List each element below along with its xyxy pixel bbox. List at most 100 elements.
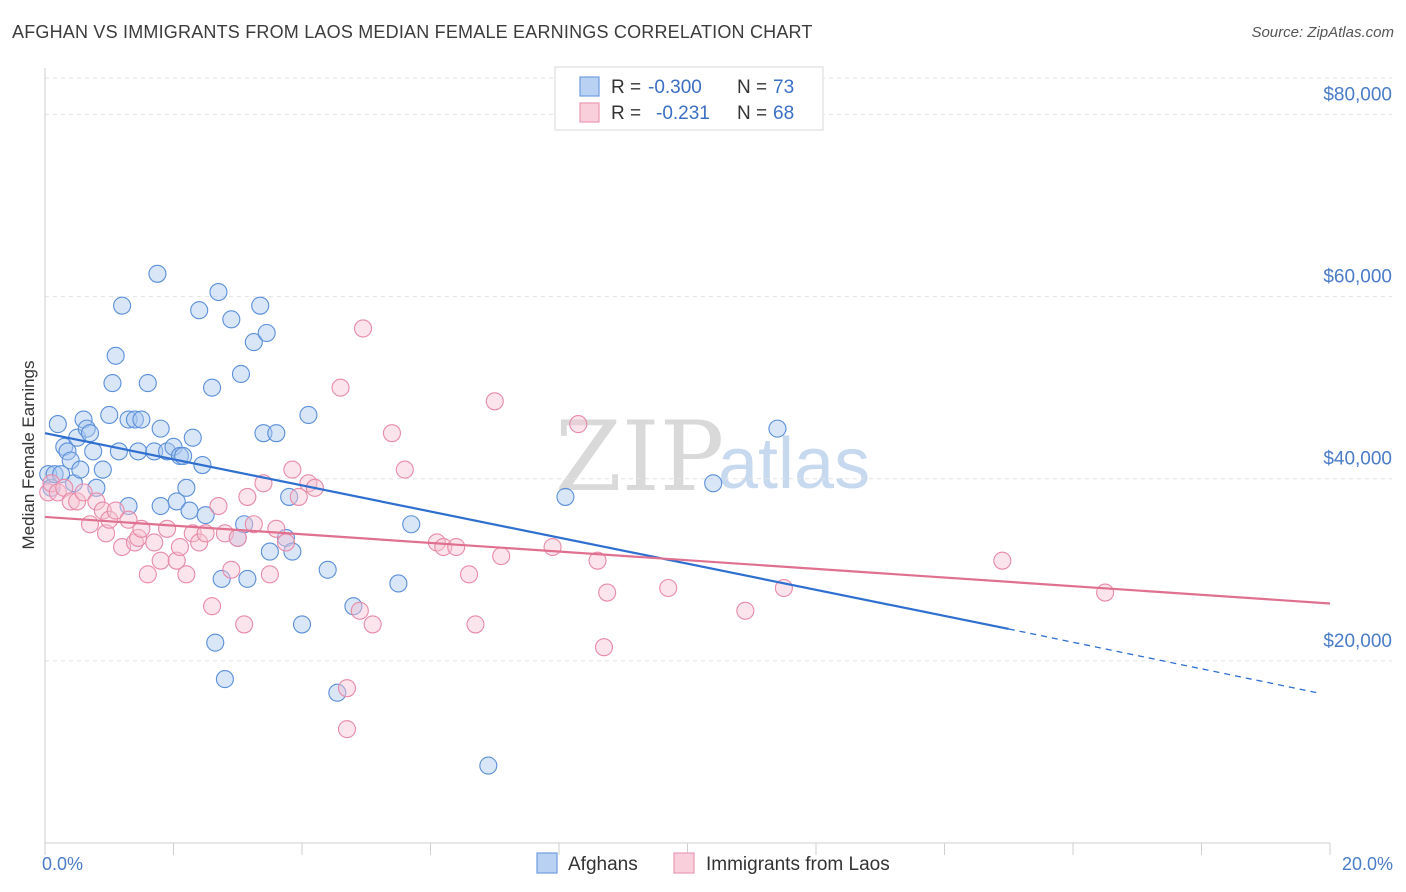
y-tick-labels: $20,000 $40,000 $60,000 $80,000	[1323, 84, 1392, 651]
afghans-point	[177, 478, 196, 497]
laos-point	[170, 537, 189, 557]
afghans-point	[344, 597, 363, 616]
legend-n-value-1: 73	[773, 77, 794, 98]
laos-point	[74, 483, 93, 502]
legend-n-label-2: N =	[737, 103, 767, 124]
laos-point	[203, 597, 222, 616]
afghans-point	[80, 424, 100, 443]
afghans-points	[39, 264, 787, 775]
laos-point	[993, 551, 1012, 570]
afghans-point	[61, 451, 80, 470]
afghans-trend-line	[44, 432, 1009, 631]
laos-point	[353, 319, 373, 338]
legend-r-value-2: -0.231	[656, 103, 710, 124]
afghans-point	[768, 419, 787, 438]
y-axis-label: Median Female Earnings	[19, 361, 38, 550]
laos-point	[151, 551, 170, 570]
watermark-zip: ZIP	[555, 401, 724, 513]
laos-point	[209, 496, 228, 516]
laos-point	[588, 551, 607, 570]
afghans-point	[100, 405, 119, 425]
y-tick-label-3: $80,000	[1323, 84, 1392, 105]
laos-point	[145, 533, 164, 552]
afghans-point	[138, 374, 157, 393]
laos-point	[659, 578, 678, 598]
afghans-point	[318, 560, 337, 579]
afghans-point	[151, 419, 170, 438]
afghans-point	[244, 333, 263, 352]
laos-point	[736, 601, 755, 620]
laos-point	[466, 615, 485, 634]
x-tick-labels: 0.0% 20.0%	[42, 854, 1393, 874]
trend-lines	[44, 432, 1331, 694]
afghans-point	[238, 569, 257, 588]
bottom-legend-label-laos: Immigrants from Laos	[706, 854, 890, 875]
afghans-point	[389, 574, 408, 593]
legend-swatch-laos	[579, 102, 600, 123]
laos-point	[276, 533, 295, 552]
laos-point	[260, 565, 279, 584]
legend-r-value-1: -0.300	[648, 77, 702, 98]
afghans-point	[222, 310, 241, 329]
laos-point	[485, 392, 504, 411]
afghans-point	[231, 364, 251, 384]
laos-point	[331, 378, 350, 397]
laos-point	[183, 524, 202, 543]
afghans-point	[299, 405, 318, 425]
afghans-point	[148, 264, 167, 283]
axes	[44, 68, 1331, 855]
y-tick-label-0: $20,000	[1323, 631, 1392, 652]
afghans-point	[109, 442, 128, 461]
afghans-point	[215, 670, 234, 689]
laos-point	[492, 547, 511, 566]
afghans-point	[71, 460, 90, 479]
laos-point	[337, 679, 357, 698]
afghans-point	[402, 515, 421, 534]
laos-point	[598, 583, 617, 602]
y-tick-label-2: $60,000	[1323, 267, 1392, 288]
afghans-point	[84, 442, 103, 461]
laos-point	[106, 501, 125, 520]
source-label: Source: ZipAtlas.com	[1251, 24, 1394, 41]
afghans-point	[283, 542, 302, 561]
laos-point	[48, 483, 67, 502]
afghans-point	[52, 465, 71, 484]
laos-point	[337, 720, 357, 739]
laos-point	[68, 492, 87, 511]
legend-n-value-2: 68	[773, 103, 794, 124]
afghans-trend-extension	[1008, 628, 1318, 694]
laos-point	[80, 515, 100, 534]
afghans-point	[206, 633, 225, 652]
afghans-point	[132, 410, 151, 429]
afghans-point	[190, 301, 209, 320]
laos-point	[235, 615, 254, 634]
laos-point	[447, 537, 466, 557]
y-tick-label-1: $40,000	[1323, 449, 1392, 470]
laos-point	[569, 415, 588, 434]
bottom-legend-label-afghans: Afghans	[568, 854, 638, 875]
afghans-point	[257, 323, 276, 343]
laos-point	[222, 560, 241, 579]
afghans-point	[556, 487, 575, 506]
laos-point	[238, 487, 257, 506]
afghans-point	[479, 756, 498, 775]
afghans-point	[196, 506, 215, 525]
laos-point	[138, 565, 157, 584]
laos-point	[543, 537, 562, 557]
afghans-point	[180, 501, 199, 520]
afghans-point	[151, 496, 170, 516]
afghans-point	[106, 346, 125, 365]
laos-point	[87, 492, 106, 511]
afghans-point	[164, 437, 183, 456]
chart-title: AFGHAN VS IMMIGRANTS FROM LAOS MEDIAN FE…	[12, 22, 813, 42]
afghans-point	[183, 428, 202, 447]
afghans-point	[119, 410, 138, 429]
laos-point	[395, 460, 414, 479]
x-tick-label-0: 0.0%	[42, 854, 83, 874]
legend-n-label-1: N =	[737, 77, 767, 98]
afghans-point	[704, 474, 723, 493]
laos-point	[459, 565, 479, 584]
laos-point	[363, 615, 382, 634]
laos-point	[228, 528, 247, 547]
